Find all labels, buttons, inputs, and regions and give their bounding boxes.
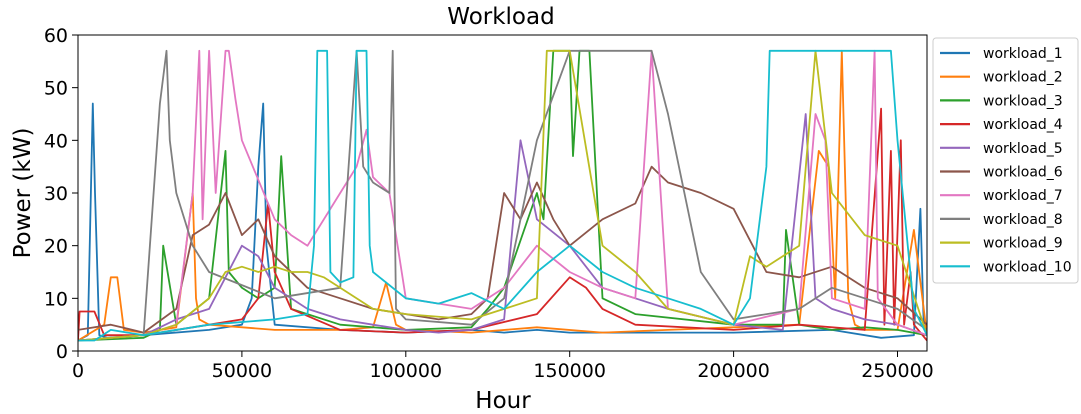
y-tick-label: 60 xyxy=(44,25,68,47)
x-tick-label: 150000 xyxy=(533,360,606,382)
x-tick-label: 50000 xyxy=(212,360,272,382)
series-line-workload-10 xyxy=(78,49,927,342)
legend-label: workload_10 xyxy=(983,259,1072,275)
y-axis-label: Power (kW) xyxy=(10,128,36,259)
x-tick-label: 0 xyxy=(72,360,84,382)
series-line-workload-5 xyxy=(78,113,927,342)
x-tick-label: 200000 xyxy=(697,360,770,382)
x-tick-label: 100000 xyxy=(370,360,443,382)
series-line-workload-9 xyxy=(78,49,927,342)
y-tick-label: 50 xyxy=(44,78,68,100)
series-line-workload-6 xyxy=(78,165,927,334)
x-axis-label: Hour xyxy=(475,388,531,414)
chart-title: Workload xyxy=(447,4,554,30)
legend: workload_1 workload_2 workload_3 workload_4… xyxy=(932,37,1079,284)
legend-label: workload_7 xyxy=(983,188,1063,204)
y-tick-label: 30 xyxy=(44,183,68,205)
y-tick-label: 40 xyxy=(44,130,68,152)
legend-box xyxy=(932,37,1079,284)
y-tick-label: 10 xyxy=(44,288,68,310)
legend-label: workload_5 xyxy=(983,141,1063,157)
series-line-workload-7 xyxy=(78,49,927,342)
series-line-workload-1 xyxy=(78,102,927,342)
y-tick-label: 0 xyxy=(56,341,68,363)
legend-label: workload_8 xyxy=(983,212,1063,228)
legend-label: workload_1 xyxy=(983,46,1063,62)
x-tick-label: 250000 xyxy=(861,360,934,382)
legend-label: workload_4 xyxy=(983,117,1063,133)
legend-label: workload_2 xyxy=(983,70,1063,86)
legend-label: workload_6 xyxy=(983,165,1063,181)
y-tick-label: 20 xyxy=(44,236,68,258)
legend-label: workload_3 xyxy=(983,93,1063,109)
plot-lines xyxy=(78,49,927,342)
axes: 0 50000 100000 150000 200000 250000 0 10 20 30 40 5… xyxy=(44,25,934,382)
legend-label: workload_9 xyxy=(983,236,1063,252)
series-line-workload-8 xyxy=(78,49,927,342)
